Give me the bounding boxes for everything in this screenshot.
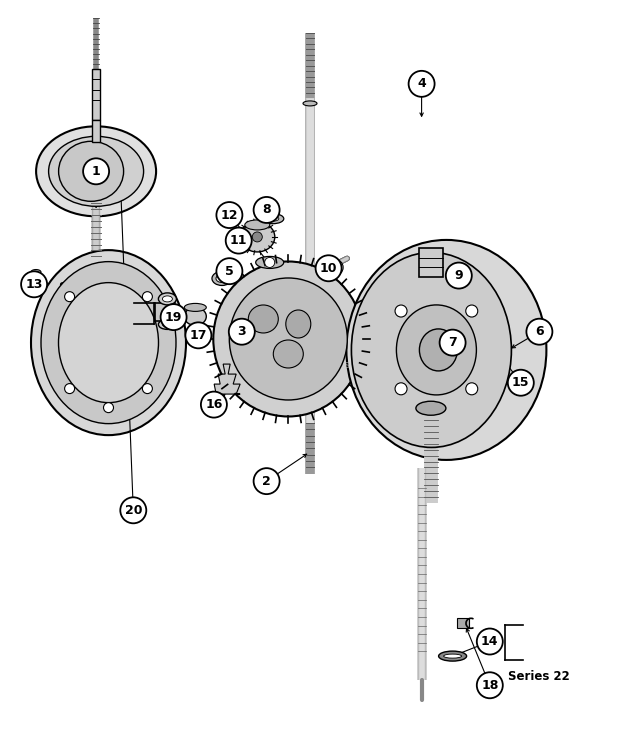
Ellipse shape bbox=[396, 305, 476, 395]
Circle shape bbox=[477, 628, 503, 655]
Ellipse shape bbox=[255, 257, 284, 268]
Circle shape bbox=[64, 292, 74, 302]
Circle shape bbox=[104, 402, 113, 413]
Circle shape bbox=[395, 305, 407, 317]
Ellipse shape bbox=[162, 322, 172, 327]
Circle shape bbox=[254, 197, 280, 223]
Ellipse shape bbox=[36, 126, 156, 217]
Circle shape bbox=[395, 383, 407, 395]
FancyBboxPatch shape bbox=[92, 69, 100, 120]
Ellipse shape bbox=[443, 654, 462, 658]
Circle shape bbox=[143, 383, 153, 394]
FancyBboxPatch shape bbox=[92, 120, 100, 142]
Text: 5: 5 bbox=[225, 265, 234, 278]
Ellipse shape bbox=[229, 278, 347, 400]
Text: 14: 14 bbox=[481, 635, 498, 648]
Ellipse shape bbox=[267, 217, 279, 221]
Circle shape bbox=[143, 292, 153, 302]
Ellipse shape bbox=[303, 101, 317, 106]
Ellipse shape bbox=[31, 250, 186, 435]
Circle shape bbox=[508, 370, 534, 396]
Ellipse shape bbox=[48, 136, 144, 206]
Circle shape bbox=[526, 319, 552, 345]
Ellipse shape bbox=[58, 283, 159, 402]
Circle shape bbox=[254, 468, 280, 494]
Ellipse shape bbox=[158, 319, 177, 330]
Circle shape bbox=[316, 255, 342, 281]
Circle shape bbox=[327, 260, 343, 276]
Circle shape bbox=[265, 257, 275, 268]
Text: 3: 3 bbox=[237, 325, 246, 338]
Text: 20: 20 bbox=[125, 504, 142, 517]
Ellipse shape bbox=[212, 271, 232, 286]
Polygon shape bbox=[214, 364, 240, 394]
Text: 7: 7 bbox=[448, 336, 457, 349]
Ellipse shape bbox=[162, 296, 172, 302]
Circle shape bbox=[252, 232, 262, 242]
Text: Series 22: Series 22 bbox=[59, 281, 121, 295]
Ellipse shape bbox=[245, 220, 270, 230]
Circle shape bbox=[477, 672, 503, 698]
Text: 15: 15 bbox=[512, 376, 529, 389]
Ellipse shape bbox=[213, 262, 363, 416]
Text: 16: 16 bbox=[205, 398, 223, 411]
Text: 2: 2 bbox=[262, 475, 271, 488]
Ellipse shape bbox=[416, 401, 446, 416]
Ellipse shape bbox=[347, 240, 546, 460]
Text: eReplacementParts.com: eReplacementParts.com bbox=[242, 359, 378, 370]
Ellipse shape bbox=[240, 222, 275, 252]
Circle shape bbox=[446, 262, 472, 289]
Ellipse shape bbox=[438, 651, 467, 661]
Circle shape bbox=[466, 305, 478, 317]
Text: 13: 13 bbox=[25, 278, 43, 291]
Ellipse shape bbox=[286, 310, 311, 338]
Text: 1: 1 bbox=[92, 165, 100, 178]
Circle shape bbox=[161, 304, 187, 330]
Ellipse shape bbox=[352, 252, 512, 448]
Text: 11: 11 bbox=[230, 234, 247, 247]
Ellipse shape bbox=[41, 262, 176, 424]
Circle shape bbox=[64, 383, 74, 394]
Circle shape bbox=[409, 71, 435, 97]
Text: 19: 19 bbox=[165, 311, 182, 324]
Circle shape bbox=[201, 391, 227, 418]
Text: 6: 6 bbox=[535, 325, 544, 338]
Circle shape bbox=[185, 322, 211, 348]
Circle shape bbox=[466, 383, 478, 395]
Text: 12: 12 bbox=[221, 208, 238, 222]
Ellipse shape bbox=[31, 270, 41, 275]
Circle shape bbox=[83, 158, 109, 184]
Ellipse shape bbox=[273, 340, 303, 368]
Text: 4: 4 bbox=[417, 77, 426, 90]
Text: 9: 9 bbox=[454, 269, 463, 282]
Circle shape bbox=[226, 227, 252, 254]
Text: Series 22: Series 22 bbox=[508, 670, 570, 683]
Ellipse shape bbox=[158, 293, 177, 305]
Circle shape bbox=[216, 258, 242, 284]
Ellipse shape bbox=[184, 303, 206, 311]
Ellipse shape bbox=[184, 308, 206, 325]
Circle shape bbox=[229, 319, 255, 345]
Circle shape bbox=[440, 330, 466, 356]
Ellipse shape bbox=[216, 275, 228, 282]
Circle shape bbox=[120, 497, 146, 523]
Text: 18: 18 bbox=[481, 679, 498, 692]
Text: 17: 17 bbox=[190, 329, 207, 342]
FancyBboxPatch shape bbox=[419, 248, 443, 277]
Text: 10: 10 bbox=[320, 262, 337, 275]
FancyBboxPatch shape bbox=[457, 618, 469, 628]
Ellipse shape bbox=[59, 141, 123, 201]
Circle shape bbox=[21, 271, 47, 297]
Ellipse shape bbox=[248, 305, 278, 333]
Text: 8: 8 bbox=[262, 203, 271, 217]
Ellipse shape bbox=[419, 329, 458, 371]
Ellipse shape bbox=[262, 214, 284, 224]
Circle shape bbox=[216, 202, 242, 228]
